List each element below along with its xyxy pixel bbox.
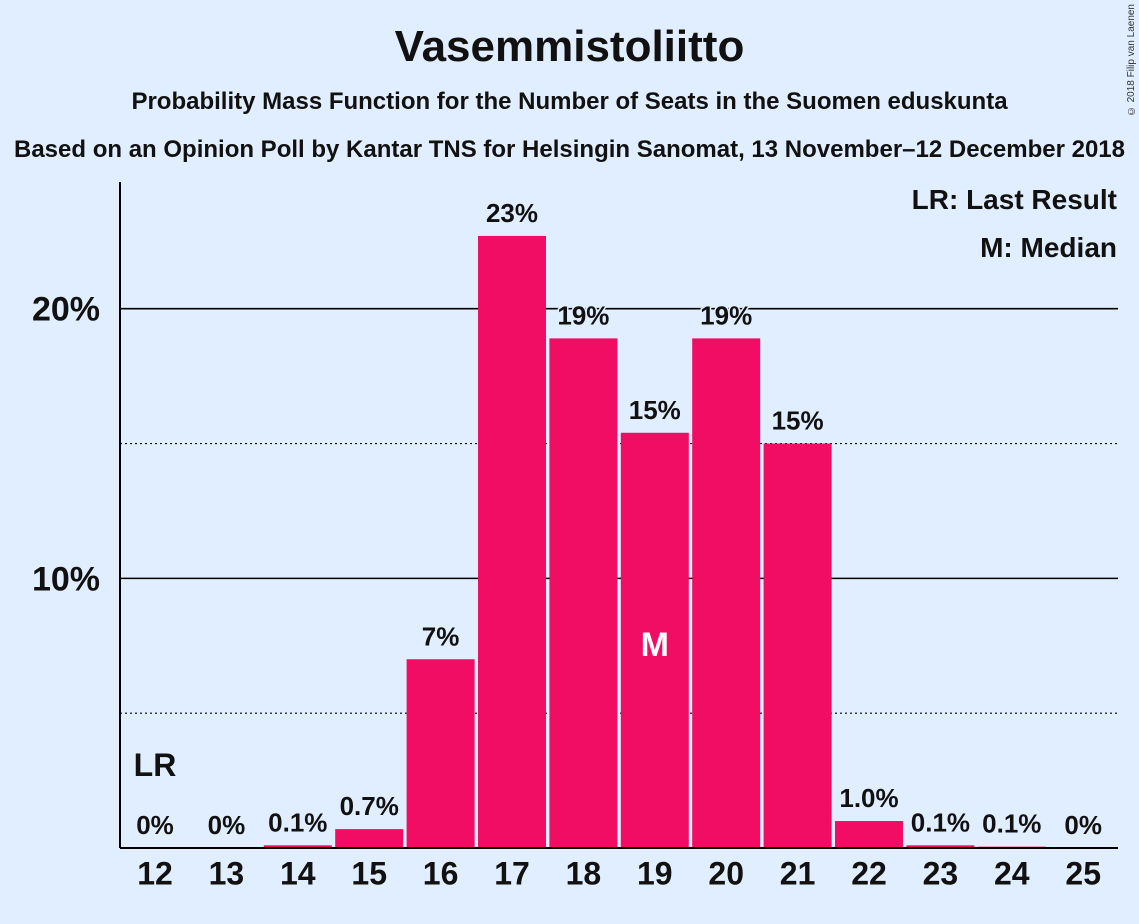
data-label: 23% bbox=[486, 198, 538, 228]
y-tick-label: 20% bbox=[32, 291, 100, 329]
x-tick-label: 16 bbox=[423, 855, 459, 891]
data-label: 0.1% bbox=[911, 807, 970, 837]
bar bbox=[478, 235, 546, 848]
bar bbox=[906, 845, 975, 848]
data-label: 15% bbox=[629, 395, 681, 425]
x-tick-label: 12 bbox=[137, 855, 173, 891]
bar bbox=[763, 443, 832, 848]
legend-entry-last-result: LR: Last Result bbox=[912, 184, 1117, 215]
legend-entry-median: M: Median bbox=[980, 232, 1117, 263]
data-label: 0% bbox=[1064, 810, 1102, 840]
x-tick-label: 24 bbox=[994, 855, 1030, 891]
y-tick-label: 10% bbox=[32, 560, 100, 598]
bar bbox=[692, 338, 761, 848]
x-tick-label: 22 bbox=[851, 855, 887, 891]
bar bbox=[835, 821, 903, 848]
data-label: 0.7% bbox=[340, 791, 399, 821]
bar bbox=[549, 338, 618, 848]
x-tick-label: 18 bbox=[566, 855, 602, 891]
bar bbox=[406, 659, 475, 848]
data-label: 7% bbox=[422, 621, 460, 651]
bar bbox=[263, 845, 332, 848]
x-tick-label: 23 bbox=[923, 855, 959, 891]
data-label: 0% bbox=[208, 810, 246, 840]
data-label: 0% bbox=[136, 810, 174, 840]
chart-source: Based on an Opinion Poll by Kantar TNS f… bbox=[14, 136, 1125, 163]
x-tick-label: 25 bbox=[1065, 855, 1101, 891]
x-tick-label: 19 bbox=[637, 855, 673, 891]
data-label: 19% bbox=[557, 300, 609, 330]
data-label: 0.1% bbox=[982, 809, 1041, 839]
x-tick-label: 21 bbox=[780, 855, 816, 891]
chart-subtitle: Probability Mass Function for the Number… bbox=[131, 88, 1008, 115]
bar bbox=[335, 829, 404, 848]
median-marker: M bbox=[641, 626, 669, 664]
data-label: 15% bbox=[772, 406, 824, 436]
x-tick-label: 14 bbox=[280, 855, 316, 891]
bar bbox=[620, 432, 689, 848]
x-tick-label: 20 bbox=[708, 855, 744, 891]
data-label: 1.0% bbox=[839, 783, 898, 813]
x-tick-label: 15 bbox=[351, 855, 387, 891]
x-tick-label: 13 bbox=[209, 855, 245, 891]
chart-title: Vasemmistoliitto bbox=[394, 22, 745, 71]
x-tick-label: 17 bbox=[494, 855, 530, 891]
last-result-marker: LR bbox=[134, 747, 177, 783]
data-label: 0.1% bbox=[268, 807, 327, 837]
data-label: 19% bbox=[700, 300, 752, 330]
